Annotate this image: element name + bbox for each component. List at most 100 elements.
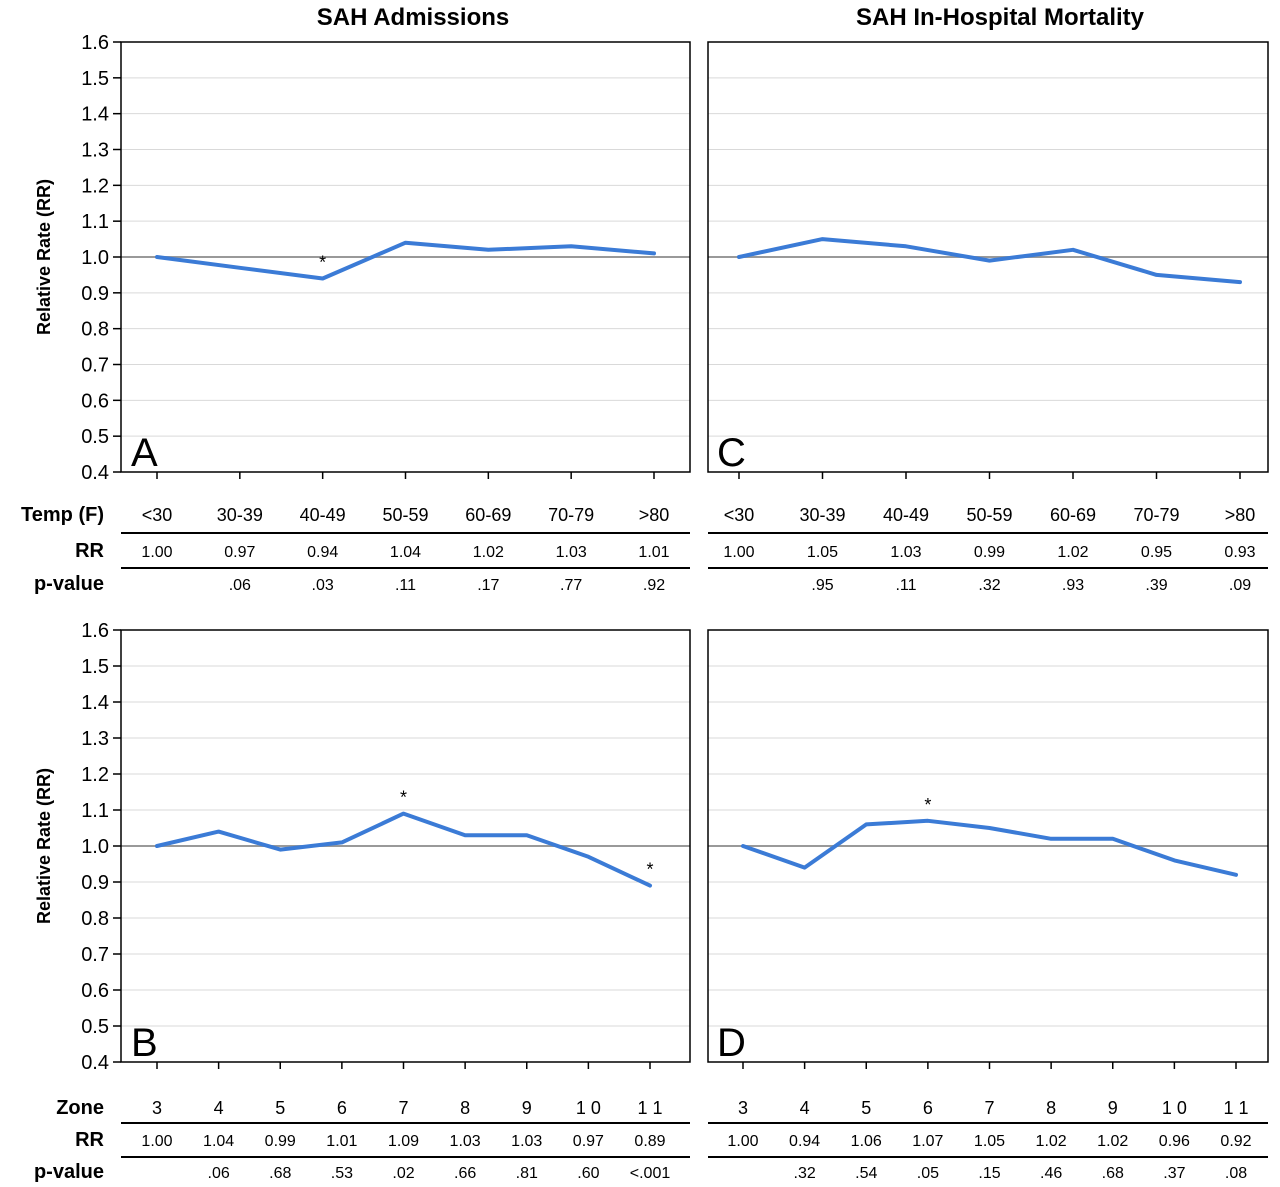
- pvalue-d: .08: [1225, 1165, 1247, 1182]
- rr-value-a: 1.02: [473, 544, 504, 561]
- pvalue-a: .03: [312, 577, 334, 594]
- rr-value-c: 1.00: [723, 544, 754, 561]
- category-label-c: 70-79: [1133, 505, 1179, 525]
- y-tick-label-a: 1.2: [81, 175, 109, 197]
- category-label-d: 1 0: [1162, 1098, 1187, 1118]
- category-label-b: 8: [460, 1098, 470, 1118]
- pvalue-c: .11: [895, 577, 916, 594]
- pvalue-c: .39: [1145, 577, 1167, 594]
- pvalue-b: .53: [331, 1165, 353, 1182]
- y-axis-label-a: Relative Rate (RR): [34, 179, 54, 335]
- significance-marker-a: *: [319, 253, 326, 273]
- pvalue-d: .05: [917, 1165, 939, 1182]
- pvalue-c: .95: [811, 577, 833, 594]
- y-tick-label-a: 0.8: [81, 319, 109, 341]
- pvalue-d: .46: [1040, 1165, 1062, 1182]
- rr-value-a: 1.04: [390, 544, 421, 561]
- y-tick-label-a: 0.5: [81, 426, 109, 448]
- pvalue-a: .06: [229, 577, 251, 594]
- pvalue-c: .09: [1229, 577, 1251, 594]
- rr-value-b: 1.00: [141, 1133, 172, 1150]
- category-label-c: >80: [1225, 505, 1256, 525]
- rr-value-b: 1.09: [388, 1133, 419, 1150]
- y-tick-label-b: 0.6: [81, 980, 109, 1002]
- category-label-a: 70-79: [548, 505, 594, 525]
- row-header-rr: RR: [75, 1129, 104, 1151]
- y-tick-label-b: 1.0: [81, 836, 109, 858]
- pvalue-a: .92: [643, 577, 665, 594]
- panel-letter-a: A: [131, 431, 158, 475]
- category-label-b: 3: [152, 1098, 162, 1118]
- series-line-b: [155, 811, 652, 888]
- y-tick-label-b: 1.2: [81, 764, 109, 786]
- pvalue-d: .15: [978, 1165, 1000, 1182]
- category-label-a: 40-49: [300, 505, 346, 525]
- rr-value-d: 0.92: [1220, 1133, 1251, 1150]
- rr-value-d: 1.07: [912, 1133, 943, 1150]
- rr-value-c: 1.03: [890, 544, 921, 561]
- category-label-a: >80: [639, 505, 670, 525]
- rr-value-d: 1.05: [974, 1133, 1005, 1150]
- rr-value-d: 0.96: [1159, 1133, 1190, 1150]
- y-tick-label-b: 1.1: [81, 800, 109, 822]
- series-line-d: [741, 818, 1238, 877]
- category-label-c: <30: [724, 505, 755, 525]
- pvalue-b: .02: [392, 1165, 414, 1182]
- category-label-b: 4: [214, 1098, 224, 1118]
- rr-value-c: 0.99: [974, 544, 1005, 561]
- category-label-d: 8: [1046, 1098, 1056, 1118]
- rr-value-b: 0.99: [265, 1133, 296, 1150]
- category-label-d: 3: [738, 1098, 748, 1118]
- y-tick-label-a: 0.6: [81, 390, 109, 412]
- category-label-c: 40-49: [883, 505, 929, 525]
- rr-value-d: 1.00: [727, 1133, 758, 1150]
- panel-letter-d: D: [717, 1021, 746, 1065]
- category-label-d: 5: [861, 1098, 871, 1118]
- y-tick-label-b: 0.5: [81, 1016, 109, 1038]
- category-label-b: 5: [275, 1098, 285, 1118]
- pvalue-d: .37: [1163, 1165, 1185, 1182]
- rr-value-b: 1.01: [326, 1133, 357, 1150]
- category-label-d: 6: [923, 1098, 933, 1118]
- pvalue-a: .17: [477, 577, 499, 594]
- row-header-rr: RR: [75, 540, 104, 562]
- pvalue-d: .68: [1102, 1165, 1124, 1182]
- y-tick-label-b: 0.4: [81, 1052, 109, 1074]
- rr-value-b: 1.04: [203, 1133, 234, 1150]
- row-header-pvalue: p-value: [34, 1161, 104, 1183]
- y-tick-label-a: 1.0: [81, 247, 109, 269]
- category-label-c: 50-59: [966, 505, 1012, 525]
- rr-value-c: 1.02: [1057, 544, 1088, 561]
- category-label-c: 60-69: [1050, 505, 1096, 525]
- y-tick-label-b: 1.6: [81, 620, 109, 642]
- y-tick-label-a: 1.6: [81, 32, 109, 54]
- y-tick-label-a: 1.5: [81, 68, 109, 90]
- category-label-d: 1 1: [1223, 1098, 1248, 1118]
- category-label-c: 30-39: [799, 505, 845, 525]
- title-sah-admissions: SAH Admissions: [317, 4, 509, 31]
- pvalue-a: .77: [560, 577, 582, 594]
- y-tick-label-b: 0.9: [81, 872, 109, 894]
- rr-value-b: 1.03: [450, 1133, 481, 1150]
- rr-value-c: 1.05: [807, 544, 838, 561]
- pvalue-c: .32: [978, 577, 1000, 594]
- pvalue-a: .11: [395, 577, 416, 594]
- rr-value-c: 0.93: [1224, 544, 1255, 561]
- pvalue-b: .81: [516, 1165, 538, 1182]
- rr-value-d: 0.94: [789, 1133, 820, 1150]
- y-tick-label-a: 0.9: [81, 283, 109, 305]
- category-label-a: 50-59: [382, 505, 428, 525]
- pvalue-c: .93: [1062, 577, 1084, 594]
- category-label-a: 60-69: [465, 505, 511, 525]
- rr-value-d: 1.02: [1097, 1133, 1128, 1150]
- pvalue-b: <.001: [630, 1165, 671, 1182]
- rr-value-b: 0.97: [573, 1133, 604, 1150]
- rr-value-a: 0.97: [224, 544, 255, 561]
- significance-marker-b: *: [646, 860, 653, 880]
- y-tick-label-b: 1.5: [81, 656, 109, 678]
- pvalue-b: .66: [454, 1165, 476, 1182]
- y-axis-label-b: Relative Rate (RR): [34, 768, 54, 924]
- significance-marker-b: *: [400, 788, 407, 808]
- y-tick-label-b: 1.3: [81, 728, 109, 750]
- rr-value-c: 0.95: [1141, 544, 1172, 561]
